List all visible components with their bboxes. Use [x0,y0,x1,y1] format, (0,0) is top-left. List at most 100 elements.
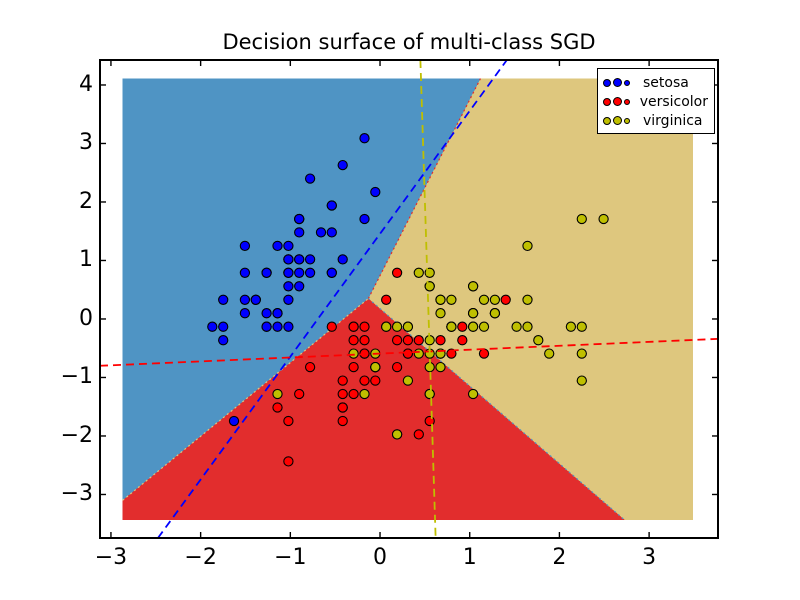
versicolor-point [402,335,414,346]
versicolor-point [457,335,468,346]
versicolor-point [402,348,414,359]
versicolor-point [283,415,294,427]
boundary-sliver [367,298,626,521]
versicolor-point [478,348,490,359]
setosa-point [218,294,229,305]
setosa-point [218,335,229,346]
legend-marker-dot [613,116,622,125]
setosa-point [239,240,251,252]
x-tick-label: −2 [184,545,217,570]
versicolor-point [413,429,424,440]
versicolor-point [337,375,348,386]
versicolor-point [337,388,348,400]
setosa-point [294,281,305,292]
setosa-point [272,240,283,252]
virginica-point [489,308,501,319]
legend-item-versicolor: versicolor [601,92,708,111]
axes-spines [99,59,719,539]
versicolor-point [337,402,348,413]
virginica-point [467,308,479,319]
virginica-point [544,348,555,359]
versicolor-point [326,321,337,332]
versicolor-point [348,361,359,373]
setosa-point [207,321,218,332]
setosa-point [304,254,316,265]
setosa-point [359,133,370,144]
virginica-point [424,281,435,292]
x-tick-label: −1 [274,545,307,570]
x-tick-label: 3 [642,545,657,570]
legend-marker-dot [603,97,611,106]
x-tick-label: −3 [94,545,128,570]
setosa-point [272,308,283,319]
setosa-point [239,294,251,305]
virginica-point [478,294,490,305]
setosa-point [337,254,348,265]
chart-title: Decision surface of multi-class SGD [222,30,596,54]
setosa-hyperplane-line [157,59,508,539]
virginica-point [402,375,414,386]
virginica-point [435,361,446,373]
versicolor-point [294,388,305,400]
setosa-point [326,227,337,238]
virginica-point [576,375,587,386]
setosa-point [239,308,251,319]
setosa-point [359,213,370,225]
setosa-point [250,294,261,305]
y-tick-label: −1 [60,364,93,390]
boundary-sliver [122,298,369,501]
y-tick-label: −2 [60,422,93,448]
virginica-point [381,321,392,332]
virginica-point [446,321,457,332]
y-tick-label: 0 [79,305,93,331]
versicolor-point [359,321,370,332]
x-tick-label: 2 [552,545,567,570]
setosa-point [304,173,316,184]
versicolor-point [424,415,435,427]
setosa-point [283,267,294,278]
versicolor-point [391,335,403,346]
setosa-point [294,227,305,238]
versicolor-point [435,335,446,346]
legend-marker-dot [624,79,630,86]
virginica-point [522,240,533,252]
legend-marker-dot [624,117,630,124]
virginica-point [576,213,587,225]
versicolor-point [359,335,370,346]
legend-label: versicolor [639,93,708,110]
virginica-point [467,321,479,332]
setosa-point [283,240,294,252]
virginica-point [511,321,522,332]
legend: setosa versicolor virginica [597,68,715,134]
y-tick-label: −3 [60,481,93,507]
virginica-point [598,213,609,225]
versicolor-point [337,415,348,427]
setosa-point [261,321,272,332]
versicolor-point [348,388,359,400]
setosa-point [283,254,294,265]
versicolor-legend-marker [601,97,634,106]
x-tick-label: 0 [373,545,388,570]
virginica-point [435,294,446,305]
versicolor-point [413,335,424,346]
virginica-hyperplane-line [419,59,437,539]
y-tick-label: 4 [79,71,93,97]
versicolor-point [348,335,359,346]
setosa-point [326,267,337,278]
setosa-point [294,254,305,265]
virginica-point [467,281,479,292]
setosa-point [261,267,272,278]
versicolor-point [283,456,294,467]
legend-marker-dot [603,116,611,125]
virginica-point [391,321,403,332]
virginica-point [424,388,435,400]
setosa-point [304,267,316,278]
versicolor-point [391,361,403,373]
setosa-point [218,321,229,332]
legend-label: setosa [643,74,689,91]
boundary-sliver [367,78,482,299]
setosa-point [283,321,294,332]
setosa-point [326,200,337,211]
